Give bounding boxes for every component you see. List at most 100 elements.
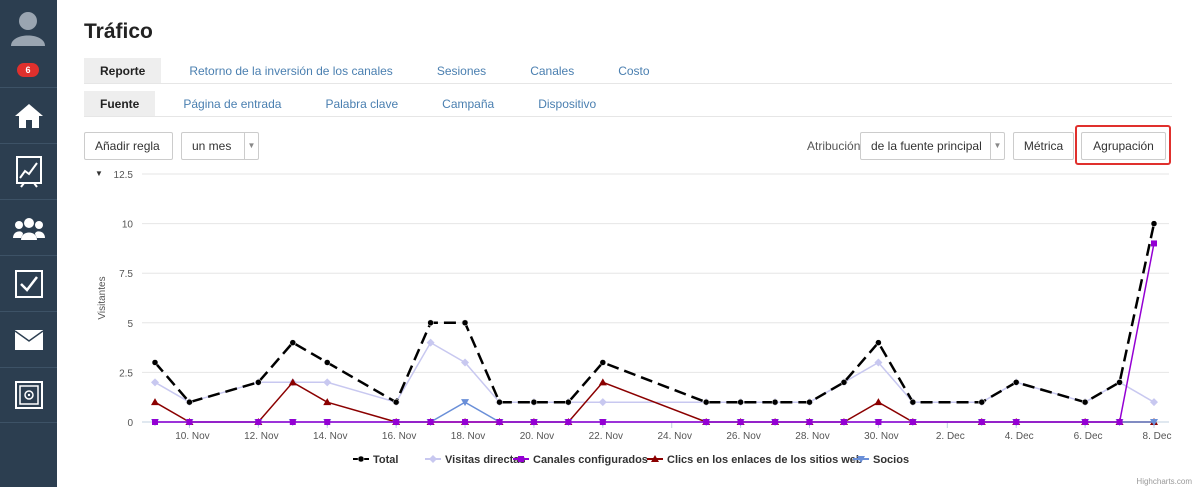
nav-home[interactable]: [0, 87, 57, 143]
tab-costo[interactable]: Costo: [618, 64, 650, 78]
y-tick-label: 2.5: [119, 368, 133, 379]
data-point-0: [496, 398, 503, 406]
metric-button[interactable]: Métrica: [1013, 132, 1074, 160]
data-point-1: [874, 358, 883, 367]
nav-safe[interactable]: [0, 367, 57, 423]
tab-fuente[interactable]: Fuente: [84, 91, 156, 116]
legend-item[interactable]: Clics en los enlaces de los sitios web: [667, 454, 863, 466]
data-point-2: [1013, 419, 1020, 425]
y-tick-label: 10: [122, 220, 134, 231]
data-point-2: [152, 419, 158, 425]
tab-reporte[interactable]: Reporte: [84, 58, 162, 83]
data-point-0: [289, 339, 297, 346]
data-point-0: [599, 359, 607, 366]
x-tick-label: 20. Nov: [520, 431, 554, 442]
legend-item[interactable]: Visitas directas: [445, 454, 526, 466]
data-point-2: [1116, 419, 1123, 425]
traffic-chart: 0 2.5 5 7.5 10 12.5 Visitantes 10. Nov 12. Nov 14…: [97, 170, 1171, 466]
tab-pagina-entrada[interactable]: Página de entrada: [183, 97, 282, 111]
data-point-0: [151, 359, 159, 366]
x-tick-label: 24. Nov: [657, 431, 691, 442]
data-point-0: [806, 398, 813, 406]
data-point-0: [461, 319, 469, 327]
chart-credits[interactable]: Highcharts.com: [1136, 477, 1192, 486]
nav-users[interactable]: [0, 199, 57, 255]
data-point-2: [772, 419, 779, 425]
x-tick-label: 30. Nov: [864, 431, 898, 442]
add-rule-button[interactable]: Añadir regla ▼: [84, 132, 173, 178]
x-tick-label: 12. Nov: [244, 431, 278, 442]
series-line-2: [155, 243, 1155, 423]
home-icon: [14, 103, 43, 128]
tab-palabra-clave[interactable]: Palabra clave: [325, 97, 399, 111]
data-point-0: [427, 319, 434, 327]
page-title: Tráfico: [84, 20, 153, 43]
data-point-2: [875, 419, 882, 425]
x-tick-label: 10. Nov: [175, 431, 209, 442]
data-point-0: [186, 398, 193, 406]
tab-sesiones[interactable]: Sesiones: [436, 64, 487, 78]
data-point-0: [392, 398, 400, 406]
data-point-2: [806, 419, 813, 425]
tab-dispositivo[interactable]: Dispositivo: [538, 97, 597, 111]
data-point-2: [427, 419, 434, 425]
attribution-label: Atribución: [807, 139, 861, 153]
data-point-0: [255, 379, 262, 386]
nav-mail[interactable]: [0, 311, 57, 367]
period-select[interactable]: un mes ▼: [181, 132, 259, 160]
data-point-2: [186, 419, 193, 425]
legend-item[interactable]: Canales configurados: [533, 454, 648, 466]
data-point-2: [289, 419, 296, 425]
data-point-0: [978, 398, 986, 406]
series-line-4: [155, 401, 1154, 423]
tab-canales[interactable]: Canales: [530, 64, 575, 78]
y-tick-label: 7.5: [119, 269, 133, 280]
users-icon: [12, 217, 45, 240]
data-point-1: [598, 398, 607, 407]
data-point-0: [1081, 398, 1089, 406]
grouping-button[interactable]: Agrupación: [1081, 132, 1166, 160]
secondary-tabs: Fuente Página de entrada Palabra clave C…: [84, 91, 1172, 117]
data-point-3: [323, 398, 332, 406]
data-point-3: [288, 378, 297, 386]
user-avatar-icon[interactable]: [9, 8, 47, 46]
caret-down-icon: ▼: [95, 169, 103, 178]
data-point-1: [426, 338, 435, 347]
x-tick-label: 2. Dec: [936, 431, 965, 442]
data-point-0: [909, 398, 917, 406]
y-tick-label: 12.5: [114, 170, 134, 181]
data-point-1: [1150, 398, 1158, 407]
nav-tasks[interactable]: [0, 255, 57, 311]
data-point-1: [151, 378, 159, 387]
data-point-2: [1082, 419, 1089, 425]
data-point-0: [1012, 379, 1020, 386]
y-axis-label: Visitantes: [97, 276, 108, 319]
series-line-0: [154, 223, 1156, 404]
legend-marker: [857, 456, 865, 463]
data-point-2: [393, 419, 400, 425]
main-content: Tráfico Reporte Retorno de la inversión …: [57, 0, 1200, 487]
data-point-3: [598, 378, 607, 386]
add-rule-label: Añadir regla: [95, 139, 160, 153]
notification-badge[interactable]: 6: [17, 63, 39, 77]
tab-retorno[interactable]: Retorno de la inversión de los canales: [189, 64, 393, 78]
legend-item[interactable]: Socios: [873, 454, 909, 466]
sidebar: 6: [0, 0, 57, 487]
tab-campana[interactable]: Campaña: [442, 97, 495, 111]
data-point-2: [599, 419, 606, 425]
legend-marker: [429, 455, 437, 463]
legend-item[interactable]: Total: [373, 454, 398, 466]
mail-icon: [14, 329, 43, 350]
data-point-2: [324, 419, 331, 425]
attribution-select[interactable]: de la fuente principal ▼: [860, 132, 1005, 160]
chevron-down-icon: ▼: [990, 133, 1004, 159]
data-point-0: [1116, 379, 1123, 386]
data-point-0: [323, 359, 331, 366]
attribution-value: de la fuente principal: [871, 139, 982, 153]
legend-marker: [518, 456, 524, 462]
data-point-2: [737, 419, 744, 425]
legend-marker: [357, 455, 365, 463]
safe-icon: [14, 381, 43, 409]
nav-reports[interactable]: [0, 143, 57, 199]
data-point-2: [840, 419, 847, 425]
